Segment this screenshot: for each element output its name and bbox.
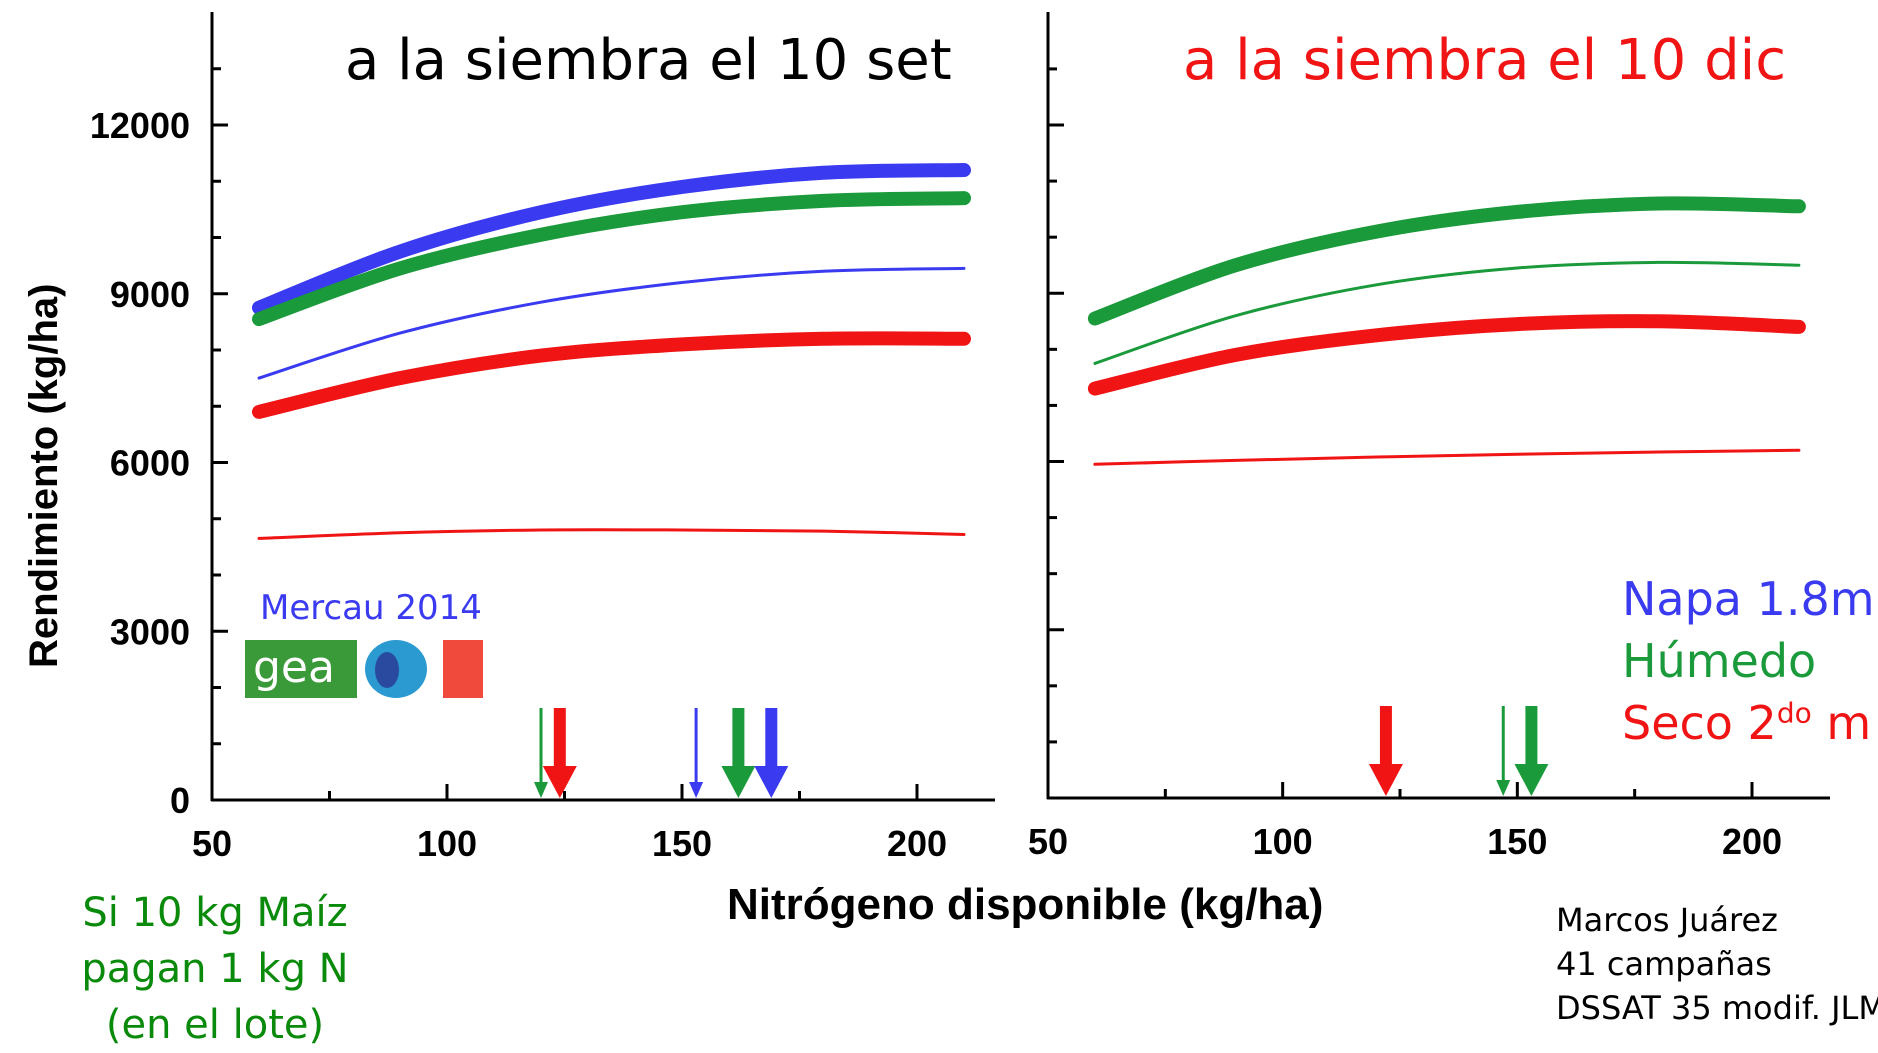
legend-seco-unit: m — [1811, 696, 1872, 750]
series-line-napa-thick — [252, 163, 971, 315]
legend-humedo: Húmedo — [1622, 634, 1817, 688]
x-tick-label: 200 — [1722, 821, 1782, 862]
series-line-humedo-thin — [1093, 260, 1801, 365]
fertilizer-note-line: (en el lote) — [105, 1002, 325, 1048]
series-line-napa-thin — [257, 266, 966, 380]
globe-land — [375, 652, 399, 688]
source-line: 41 campañas — [1556, 945, 1772, 983]
x-tick-label: 100 — [417, 823, 477, 864]
optimum-arrow-head-humedo — [721, 766, 756, 798]
gea-logo: gea — [245, 636, 483, 702]
series-line-seco-thick — [252, 331, 971, 419]
right-panel-title: a la siembra el 10 dic — [1183, 28, 1786, 93]
series-layer — [252, 163, 1806, 540]
series-line-seco-thick — [1087, 314, 1806, 396]
x-tick-label: 100 — [1253, 821, 1313, 862]
y-tick-label: 0 — [170, 780, 190, 821]
legend-seco-superscript: do — [1776, 696, 1812, 730]
legend-napa: Napa 1.8m — [1622, 572, 1875, 626]
series-line-seco-thin — [257, 528, 966, 540]
series-line-seco-thin — [1093, 448, 1801, 466]
y-tick-label: 6000 — [110, 443, 190, 484]
optimum-arrow-head-seco — [1368, 764, 1403, 796]
optimum-arrow-head-seco — [542, 766, 577, 798]
globe-icon — [361, 636, 431, 702]
series-line-humedo-thick — [252, 191, 971, 327]
optimum-arrow-head-humedo — [534, 782, 548, 798]
y-axis-title: Rendimiento (kg/ha) — [22, 283, 66, 668]
optimum-arrow-head-humedo — [1496, 780, 1511, 796]
source-line: Marcos Juárez — [1556, 901, 1778, 939]
source-line: DSSAT 35 modif. JLM — [1556, 989, 1878, 1027]
y-tick-label: 12000 — [90, 105, 190, 146]
y-tick-label: 3000 — [110, 611, 190, 652]
source-note: Marcos Juárez 41 campañas DSSAT 35 modif… — [1556, 898, 1878, 1030]
x-tick-label: 150 — [652, 823, 712, 864]
x-tick-label: 150 — [1487, 821, 1547, 862]
optimum-arrow-head-humedo — [1514, 764, 1549, 796]
fertilizer-note: Si 10 kg Maíz pagan 1 kg N (en el lote) — [70, 885, 360, 1053]
optimum-arrow-head-napa — [754, 766, 789, 798]
optimum-arrow-head-napa — [689, 782, 704, 798]
logo-red-block — [443, 640, 483, 698]
left-panel-title: a la siembra el 10 set — [345, 28, 952, 93]
axes-layer: 0 3000 6000 9000 12000 50 100 150 200 50 100 150 200 — [90, 12, 1830, 864]
arrows-layer — [534, 706, 1549, 798]
credit-text: Mercau 2014 — [260, 588, 482, 628]
x-tick-label: 50 — [192, 823, 232, 864]
fertilizer-note-line: pagan 1 kg N — [81, 946, 349, 992]
x-tick-label: 200 — [887, 823, 947, 864]
legend-seco: Seco 2do m — [1622, 696, 1871, 750]
fertilizer-note-line: Si 10 kg Maíz — [82, 890, 348, 936]
legend-seco-text: Seco 2 — [1622, 696, 1777, 750]
y-tick-label: 9000 — [110, 274, 190, 315]
x-tick-label: 50 — [1028, 821, 1068, 862]
x-axis-title: Nitrógeno disponible (kg/ha) — [727, 880, 1324, 929]
logo-green-block: gea — [245, 640, 357, 698]
logo-text: gea — [253, 642, 335, 693]
series-line-humedo-thick — [1087, 196, 1806, 326]
